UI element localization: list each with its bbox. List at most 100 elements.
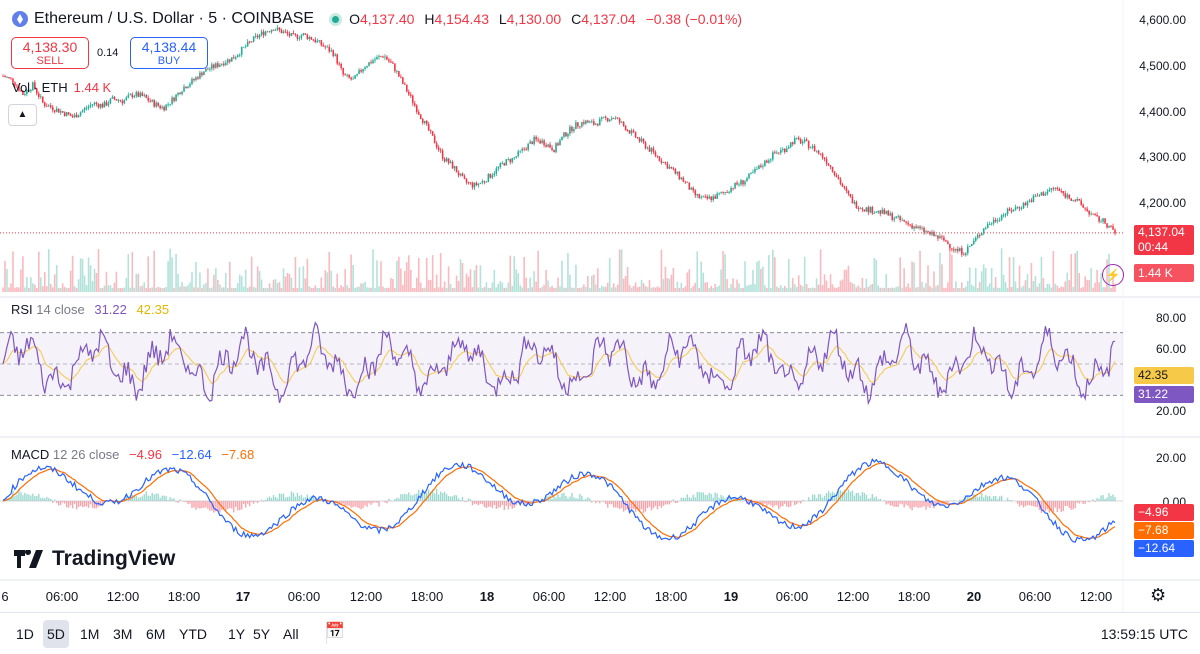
- price-candle: [617, 117, 619, 118]
- volume-bar: [448, 266, 450, 292]
- price-candle: [844, 187, 846, 188]
- macd-histogram-bar: [370, 501, 371, 505]
- timeframe-5d[interactable]: 5D: [43, 620, 69, 648]
- macd-histogram-bar: [249, 501, 250, 506]
- macd-histogram-bar: [301, 495, 302, 501]
- price-candle: [227, 59, 229, 62]
- price-candle: [100, 104, 102, 107]
- volume-bar: [728, 288, 730, 292]
- price-candle: [1011, 210, 1013, 211]
- timeframe-1y[interactable]: 1Y: [224, 620, 249, 648]
- volume-bar: [1066, 273, 1068, 292]
- volume-bar: [102, 288, 104, 292]
- lightning-icon[interactable]: ⚡: [1102, 264, 1124, 286]
- volume-bar: [923, 287, 925, 292]
- volume-bar: [985, 268, 987, 292]
- rsi-tag: 31.22: [1134, 386, 1194, 403]
- price-candle: [722, 192, 724, 193]
- price-candle: [1003, 215, 1005, 216]
- timeframe-all[interactable]: All: [279, 620, 303, 648]
- volume-bar: [92, 281, 94, 292]
- volume-bar: [350, 254, 352, 292]
- volume-bar: [215, 268, 217, 292]
- macd-histogram-bar: [235, 501, 236, 507]
- volume-bar: [999, 288, 1001, 292]
- price-candle: [643, 139, 645, 142]
- macd-histogram-bar: [442, 493, 443, 501]
- price-candle: [796, 138, 798, 139]
- volume-bar: [1035, 276, 1037, 292]
- symbol-title[interactable]: Ethereum / U.S. Dollar · 5 · COINBASE: [34, 10, 314, 28]
- volume-bar: [8, 287, 10, 292]
- volume-bar: [778, 288, 780, 292]
- volume-bar: [901, 288, 903, 292]
- macd-histogram-bar: [687, 494, 688, 501]
- timeframe-5y[interactable]: 5Y: [249, 620, 274, 648]
- macd-histogram-bar: [348, 501, 349, 506]
- volume-bar: [720, 269, 722, 292]
- price-candle: [611, 118, 613, 119]
- collapse-legend-button[interactable]: ▲: [8, 104, 37, 126]
- price-candle: [947, 242, 949, 244]
- volume-bar: [557, 278, 559, 292]
- volume-bar: [406, 262, 408, 292]
- chart-canvas[interactable]: [0, 0, 1200, 612]
- price-candle: [575, 122, 577, 129]
- price-candle: [535, 137, 537, 140]
- volume-bar: [1088, 280, 1090, 292]
- macd-histogram-bar: [446, 494, 447, 501]
- price-candle: [80, 112, 82, 115]
- volume-bar: [309, 286, 311, 292]
- volume-bar: [913, 262, 915, 292]
- price-candle: [814, 146, 816, 151]
- price-candle: [1094, 214, 1096, 215]
- price-candle: [287, 32, 289, 34]
- timeframe-6m[interactable]: 6M: [142, 620, 169, 648]
- price-candle: [149, 101, 151, 102]
- volume-bar: [587, 276, 589, 292]
- volume-bar: [945, 288, 947, 292]
- macd-legend[interactable]: MACD 12 26 close −4.96 −12.64 −7.68: [11, 447, 254, 462]
- volume-bar: [1082, 287, 1084, 292]
- tradingview-logo[interactable]: TradingView: [14, 547, 175, 571]
- timeframe-3m[interactable]: 3M: [109, 620, 136, 648]
- volume-bar: [452, 288, 454, 292]
- macd-histogram-bar: [559, 497, 560, 501]
- timeframe-ytd[interactable]: YTD: [175, 620, 211, 648]
- timeframe-1m[interactable]: 1M: [76, 620, 103, 648]
- volume-bar: [100, 288, 102, 292]
- macd-histogram-bar: [639, 501, 640, 511]
- volume-bar: [929, 286, 931, 292]
- volume-bar: [211, 288, 213, 292]
- volume-bar: [509, 256, 511, 292]
- utc-clock[interactable]: 13:59:15 UTC: [1101, 620, 1188, 648]
- volume-bar: [297, 288, 299, 292]
- macd-histogram-bar: [502, 501, 503, 505]
- price-candle: [758, 166, 760, 169]
- volume-bar: [1033, 281, 1035, 292]
- timeframe-1d[interactable]: 1D: [12, 620, 38, 648]
- date-range-icon[interactable]: 📅: [325, 621, 345, 641]
- price-candle: [848, 191, 850, 194]
- macd-histogram-bar: [1067, 501, 1068, 506]
- macd-histogram-bar: [643, 501, 644, 513]
- macd-histogram-bar: [510, 501, 511, 506]
- macd-histogram-bar: [368, 501, 369, 503]
- volume-bar: [748, 285, 750, 292]
- volume-bar: [583, 284, 585, 292]
- price-candle: [762, 166, 764, 167]
- rsi-ma-tag: 42.35: [1134, 367, 1194, 384]
- time-axis-label: 18:00: [168, 589, 201, 604]
- price-candle: [557, 143, 559, 145]
- macd-histogram-bar: [1027, 501, 1028, 505]
- price-candle: [764, 161, 766, 167]
- price-candle: [301, 35, 303, 38]
- volume-bar: [283, 268, 285, 292]
- settings-gear-icon[interactable]: ⚙: [1150, 585, 1166, 606]
- rsi-legend[interactable]: RSI 14 close 31.22 42.35: [11, 302, 169, 317]
- price-candle: [406, 85, 408, 92]
- macd-histogram-bar: [852, 491, 853, 501]
